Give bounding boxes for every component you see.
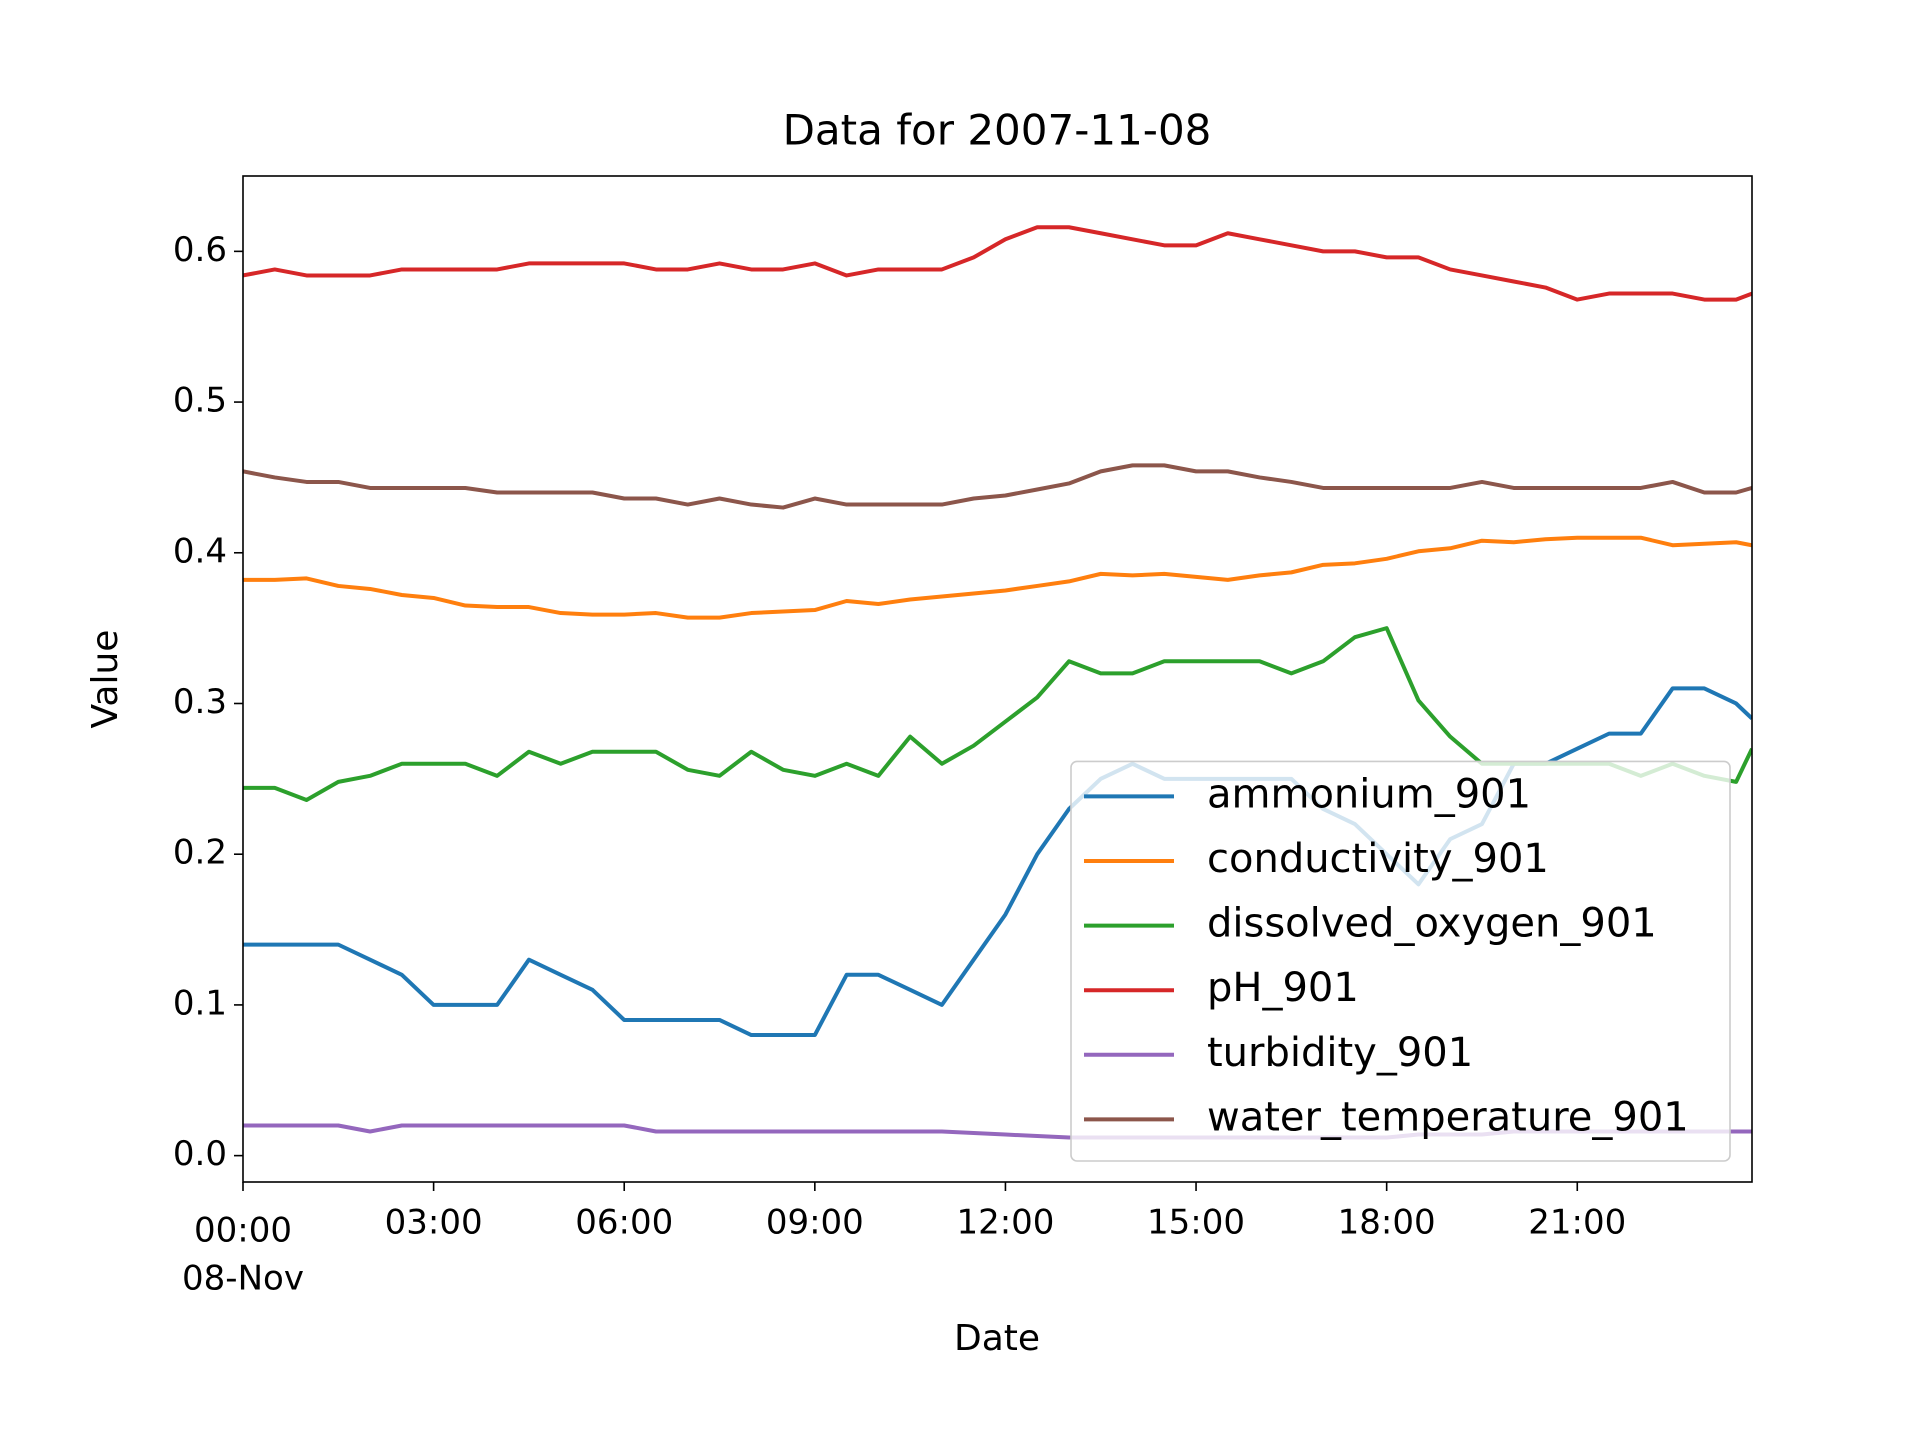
x-tick-label: 00:00	[194, 1211, 292, 1251]
chart-title: Data for 2007-11-08	[783, 106, 1212, 155]
legend-label: dissolved_oxygen_901	[1207, 901, 1657, 947]
legend-box	[1070, 760, 1731, 1162]
plot-frame	[242, 175, 1753, 1183]
x-tick-label: 12:00	[956, 1203, 1054, 1243]
legend-label: turbidity_901	[1207, 1030, 1473, 1076]
y-tick-label: 0.3	[173, 682, 227, 722]
legend-label: water_temperature_901	[1207, 1094, 1689, 1140]
x-tick-label: 18:00	[1338, 1203, 1436, 1243]
x-tick-label: 06:00	[575, 1203, 673, 1243]
y-tick-label: 0.0	[173, 1134, 227, 1174]
x-tick-label: 21:00	[1528, 1203, 1626, 1243]
legend-label: pH_901	[1207, 965, 1359, 1011]
x-tick-label: 09:00	[766, 1203, 864, 1243]
y-axis-label: Value	[85, 630, 126, 729]
series-line	[243, 463, 1752, 510]
legend: ammonium_901 conductivity_901 dissolved_ox…	[1070, 760, 1731, 1162]
x-date-label: 08-Nov	[182, 1259, 304, 1299]
series-line	[243, 535, 1752, 620]
series-line	[243, 225, 1752, 302]
x-tick-label: 03:00	[385, 1203, 483, 1243]
x-tick-label: 15:00	[1147, 1203, 1245, 1243]
x-axis-label: Date	[954, 1318, 1040, 1359]
y-tick-label: 0.6	[173, 230, 227, 270]
y-tick-label: 0.1	[173, 983, 227, 1023]
y-tick-label: 0.2	[173, 833, 227, 873]
y-tick-label: 0.5	[173, 381, 227, 421]
legend-label: conductivity_901	[1207, 836, 1549, 882]
y-tick-label: 0.4	[173, 531, 227, 571]
legend-label: ammonium_901	[1207, 771, 1531, 817]
